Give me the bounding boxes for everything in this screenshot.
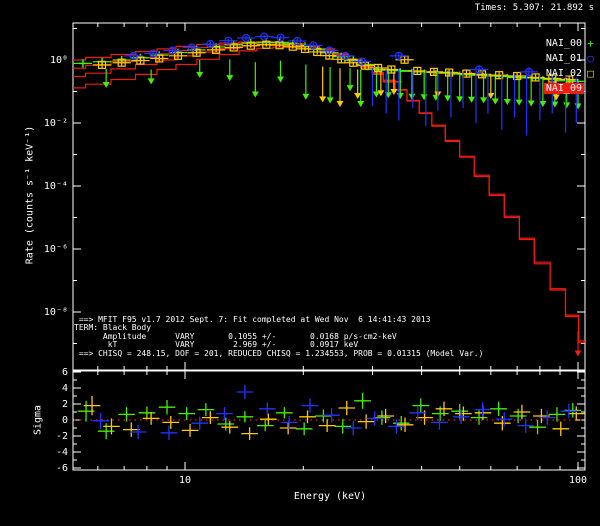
circle-marker-icon: ○ <box>587 52 594 65</box>
fit-kt-line: kT VARY 2.969 +/- 0.0917 keV <box>74 340 359 350</box>
svg-text:10⁻²: 10⁻² <box>44 118 68 129</box>
sigma-series-NAI_02 <box>83 396 585 440</box>
svg-text:10⁻⁸: 10⁻⁸ <box>44 307 68 318</box>
sigma-series-NAI_00 <box>77 392 582 440</box>
svg-text:10⁻⁶: 10⁻⁶ <box>44 244 68 255</box>
legend-item-nai00[interactable]: NAI_00 + <box>544 36 597 51</box>
fit-amplitude-line: Amplitude VARY 0.1055 +/- 0.0168 p/s-cm2… <box>74 331 397 341</box>
fit-results-text: ==> MFIT F95 v1.7 2012 Sept. 7: Fit comp… <box>74 315 484 358</box>
sigma-series-NAI_01 <box>92 384 578 440</box>
fit-info-line: ==> MFIT F95 v1.7 2012 Sept. 7: Fit comp… <box>74 315 431 324</box>
residuals-panel <box>74 384 585 440</box>
legend-item-nai01[interactable]: NAI_01 ○ <box>544 51 597 66</box>
svg-text:0: 0 <box>62 415 68 426</box>
times-label: Times: 5.307: 21.892 s <box>474 3 594 13</box>
legend-item-nai02[interactable]: NAI_02 □ <box>544 66 597 81</box>
svg-text:100: 100 <box>569 475 587 486</box>
axis-ticks: 10 100 10⁰ 10⁻² 10⁻⁴ 10⁻⁶ 10⁻⁸ 6 4 2 0 -2 -4 -6 <box>44 23 587 486</box>
detector-legend: NAI_00 + NAI_01 ○ NAI_02 □ NAI_09 <box>543 36 597 96</box>
model-histogram <box>73 41 585 342</box>
model-histogram <box>73 46 402 89</box>
svg-text:-4: -4 <box>56 447 68 458</box>
model-histogram <box>73 42 585 344</box>
svg-text:-2: -2 <box>56 431 68 442</box>
legend-item-nai09-selected[interactable]: NAI_09 <box>543 81 597 96</box>
energy-axis-title: Energy (keV) <box>293 491 367 502</box>
legend-label-nai02: NAI_02 <box>545 68 582 79</box>
fit-chisq-line: ==> CHISQ = 248.15, DOF = 201, REDUCED C… <box>74 348 484 358</box>
svg-text:-6: -6 <box>56 463 68 474</box>
legend-label-nai00: NAI_00 <box>545 38 582 49</box>
fit-term-line: TERM: Black Body <box>74 323 152 333</box>
svg-text:10⁰: 10⁰ <box>50 55 68 66</box>
count-spectrum-panel <box>73 32 585 357</box>
series-NAI_02 <box>92 40 579 107</box>
svg-text:6: 6 <box>62 367 68 378</box>
svg-text:2: 2 <box>62 399 68 410</box>
plot-frames <box>72 22 586 471</box>
svg-text:10: 10 <box>179 475 191 486</box>
plus-marker-icon: + <box>587 37 594 50</box>
legend-label-nai01: NAI_01 <box>545 53 582 64</box>
sigma-axis-title: Sigma <box>32 404 44 436</box>
rate-axis-title: Rate (counts s⁻¹ keV⁻¹) <box>24 125 36 265</box>
legend-label-nai09: NAI_09 <box>543 83 584 94</box>
square-marker-icon: □ <box>587 67 594 80</box>
svg-text:10⁻⁴: 10⁻⁴ <box>44 181 68 192</box>
svg-text:4: 4 <box>62 383 68 394</box>
